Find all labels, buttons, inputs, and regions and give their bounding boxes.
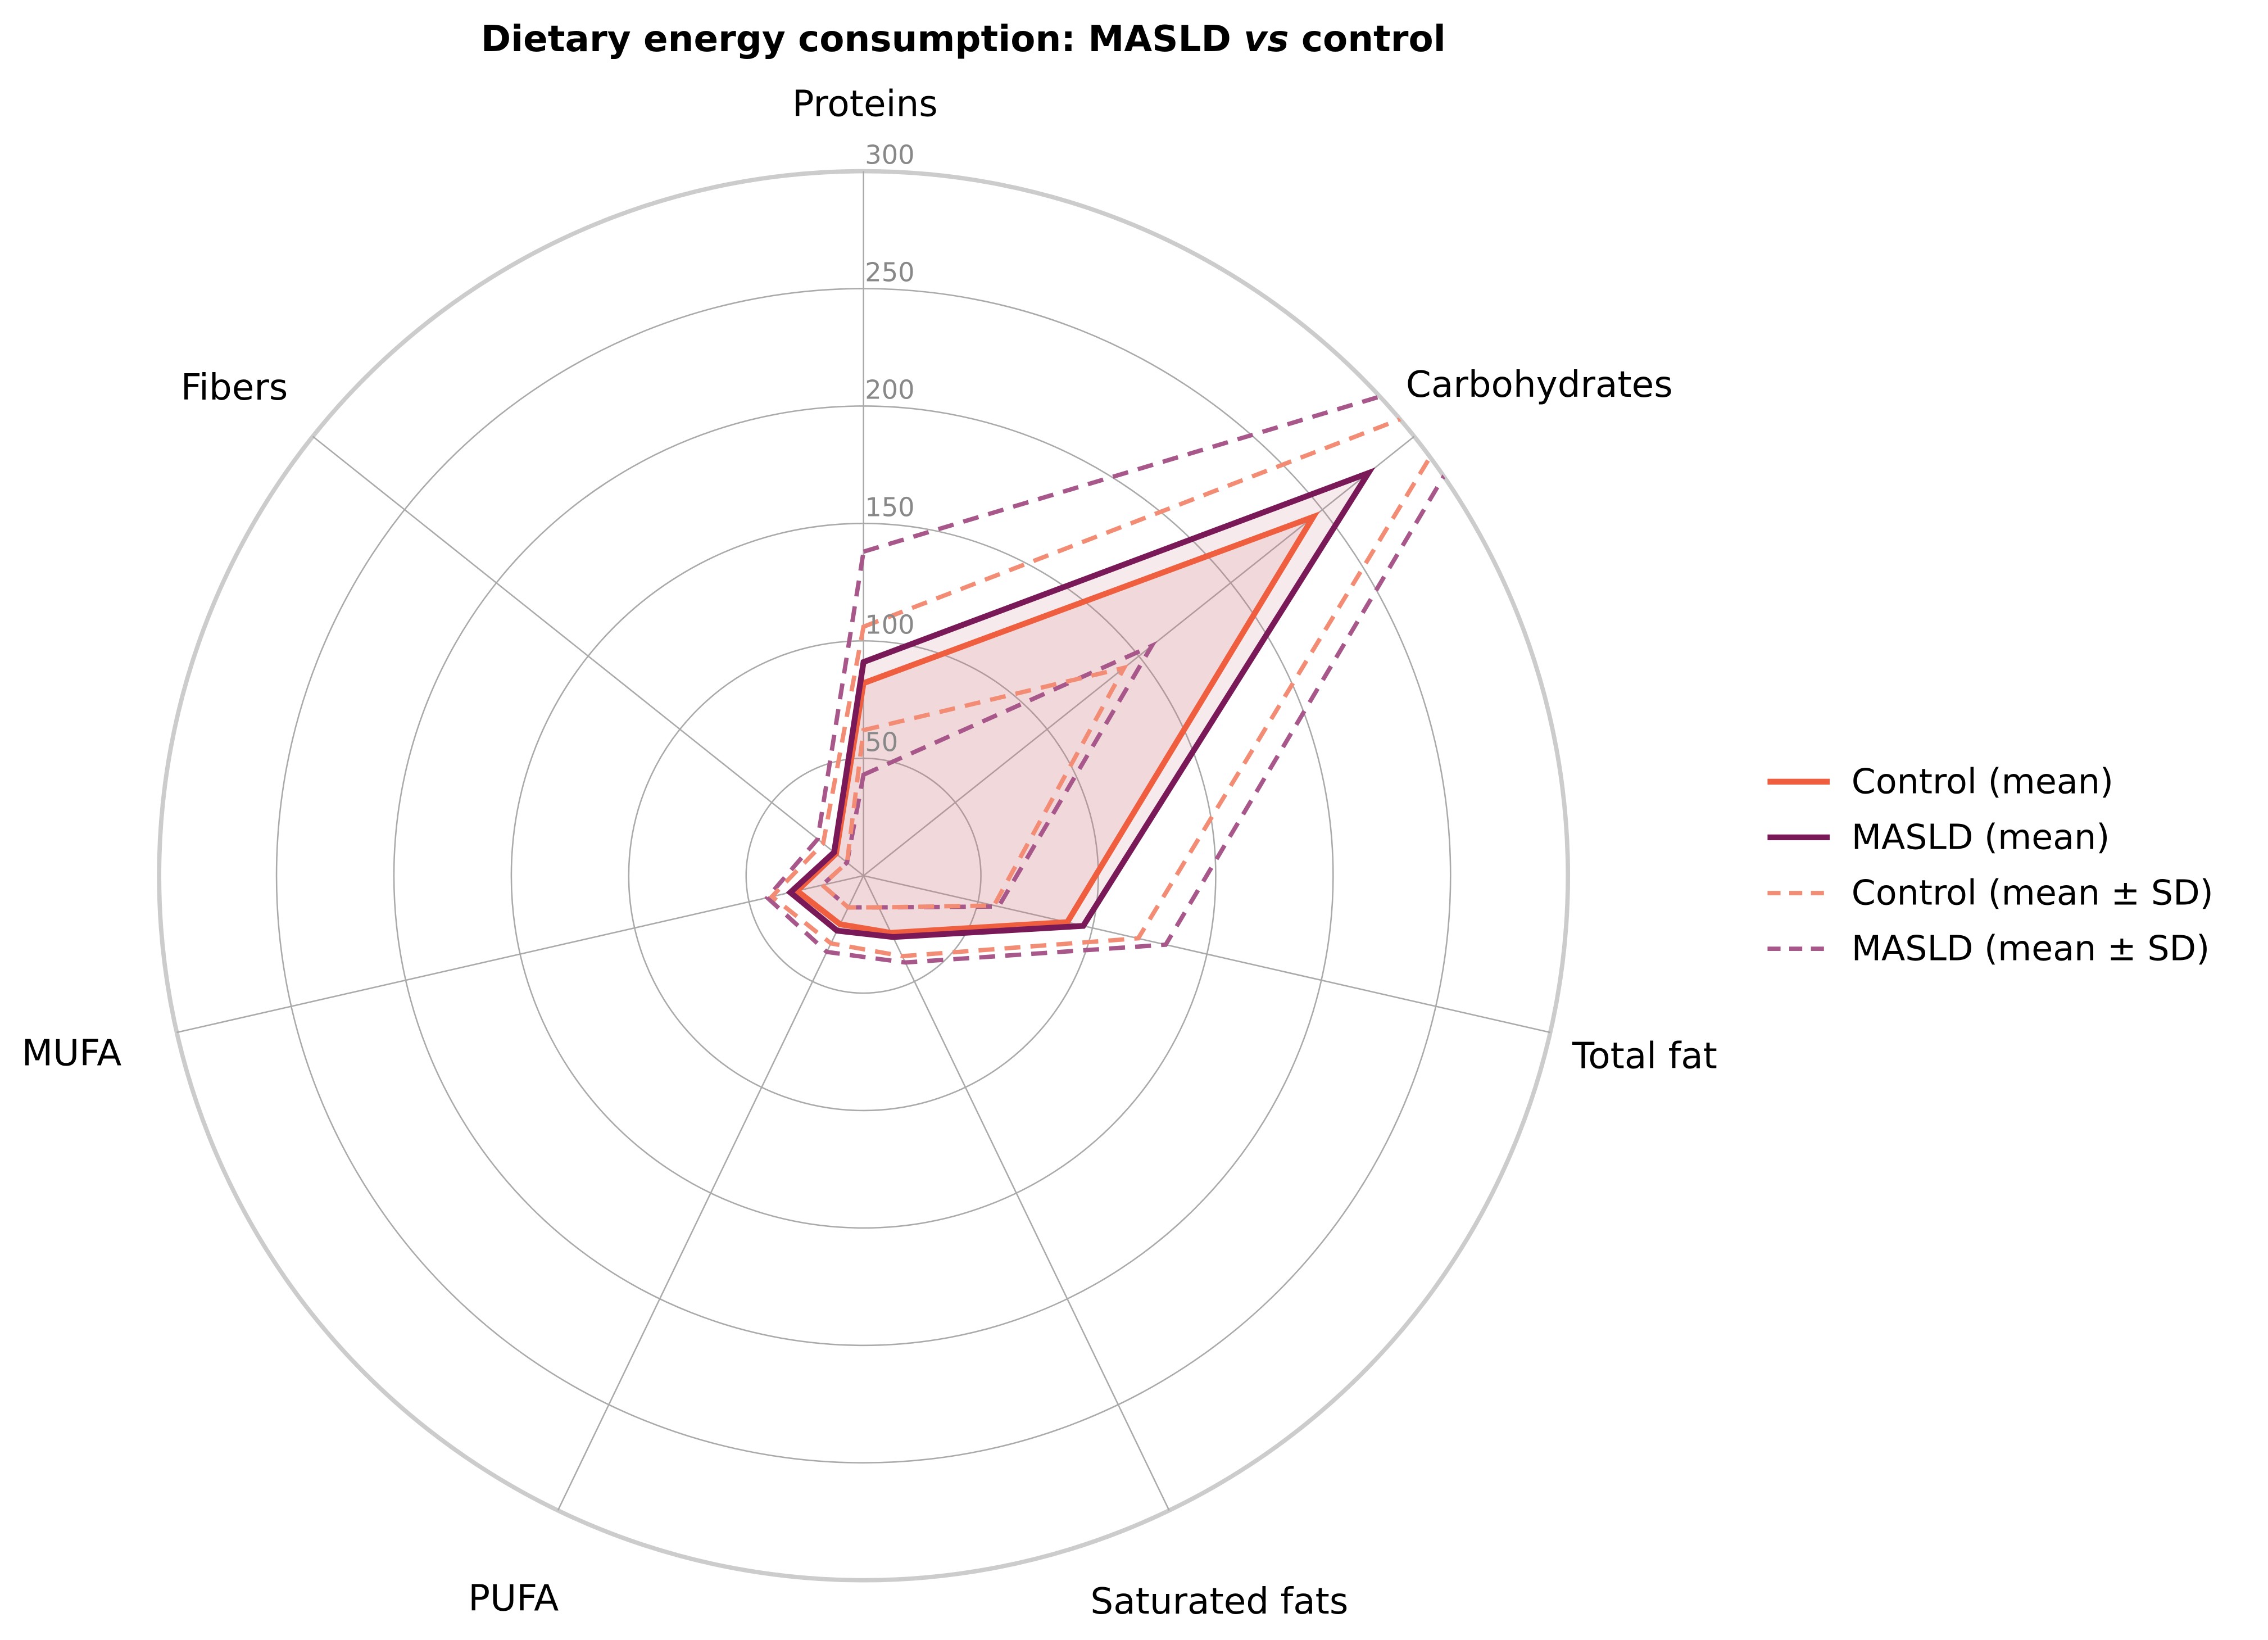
radial-tick-label: 200 (865, 375, 914, 405)
masld-mean-sd-lower-line (819, 641, 1158, 910)
grid-spoke (863, 875, 1170, 1511)
radial-tick-label: 150 (865, 492, 914, 522)
grid-spoke (863, 436, 1415, 877)
control-mean-sd-upper-line (769, 388, 1475, 959)
category-label-carbohydrates: Carbohydrates (1406, 364, 1673, 406)
category-label-mufa: MUFA (22, 1032, 122, 1074)
legend-label: MASLD (mean ± SD) (1852, 928, 2210, 969)
radial-tick-label: 100 (865, 609, 914, 640)
grid-spoke (176, 875, 864, 1034)
legend-label: MASLD (mean) (1852, 817, 2110, 857)
series-layer (764, 352, 1520, 965)
chart-title: Dietary energy consumption: MASLD vs con… (481, 18, 1446, 60)
radial-tick-label: 250 (865, 257, 914, 288)
legend-label: Control (mean ± SD) (1852, 873, 2213, 913)
category-labels: Proteins Carbohydrates Total fat Saturated … (22, 83, 1717, 1623)
polar-grid (157, 169, 1571, 1583)
control-mean-sd-lower-line (819, 664, 1129, 910)
masld-mean-line (786, 467, 1376, 940)
radial-tick-labels: 50 100 150 200 250 300 (865, 140, 914, 758)
control-area-fill (797, 517, 1313, 933)
radial-tick-label: 300 (865, 140, 914, 170)
category-label-saturated-fats: Saturated fats (1090, 1580, 1348, 1623)
grid-spoke (312, 436, 864, 877)
category-label-pufa: PUFA (468, 1578, 559, 1620)
legend-item-control-mean: Control (mean) (1767, 761, 2113, 801)
legend-label: Control (mean) (1852, 761, 2113, 801)
category-label-total-fat: Total fat (1572, 1035, 1717, 1077)
category-label-fibers: Fibers (181, 366, 288, 409)
category-label-proteins: Proteins (792, 83, 938, 125)
legend-item-masld-mean-sd: MASLD (mean ± SD) (1767, 928, 2210, 969)
legend-item-control-mean-sd: Control (mean ± SD) (1767, 873, 2213, 913)
masld-area-fill (790, 473, 1368, 937)
grid-spoke (863, 875, 1551, 1034)
legend: Control (mean) MASLD (mean) Control (mean … (1767, 761, 2213, 969)
legend-item-masld-mean: MASLD (mean) (1767, 817, 2110, 857)
grid-spoke (557, 875, 864, 1511)
radial-tick-label: 50 (865, 727, 898, 757)
